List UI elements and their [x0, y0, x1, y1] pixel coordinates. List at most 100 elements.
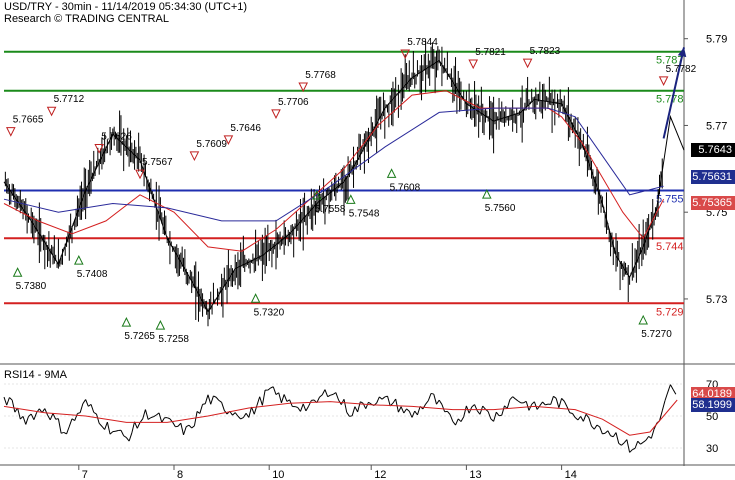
rsi-segment — [640, 441, 644, 445]
rsi-segment — [476, 410, 481, 415]
rsi-segment — [183, 426, 187, 436]
rsi-segment — [28, 413, 32, 417]
y-tick-label: 5.79 — [706, 34, 727, 46]
swing-low-marker — [311, 189, 322, 200]
rsi-ma-tag: 64.0189 — [691, 386, 735, 401]
swing-low-marker — [345, 194, 356, 204]
rsi-segment — [357, 401, 361, 413]
swing-low-label: 5.7558 — [315, 204, 346, 215]
rsi-segment — [667, 384, 671, 393]
rsi-segment — [650, 429, 655, 439]
rsi-segment — [479, 405, 484, 415]
rsi-segment — [411, 410, 416, 418]
rsi-segment — [60, 431, 64, 434]
swing-low-marker — [73, 254, 84, 265]
rsi-segment — [142, 409, 146, 419]
swing-low-label: 5.7270 — [641, 329, 672, 340]
swing-low-label: 5.7548 — [349, 208, 380, 219]
ma2-line — [3, 107, 664, 222]
rsi-segment — [525, 401, 530, 411]
swing-low-marker — [121, 317, 132, 327]
rsi-segment — [659, 410, 663, 421]
rsi-segment — [376, 396, 380, 404]
rsi-segment — [596, 424, 600, 428]
rsi-segment — [193, 411, 198, 426]
rsi-segment — [558, 398, 563, 408]
swing-high-marker — [94, 144, 105, 154]
rsi-segment — [346, 412, 350, 417]
rsi-segment — [416, 406, 421, 416]
rsi-segment — [545, 403, 549, 406]
rsi-segment — [509, 396, 514, 400]
swing-high-marker — [522, 58, 533, 69]
rsi-segment — [327, 394, 331, 398]
rsi-segment — [240, 417, 244, 420]
price-bars — [4, 40, 663, 327]
rsi-segment — [52, 413, 57, 420]
rsi-segment — [77, 412, 81, 414]
rsi-segment — [44, 408, 48, 416]
rsi-segment — [19, 416, 24, 420]
rsi-segment — [446, 411, 451, 415]
rsi-segment — [612, 432, 617, 438]
swing-high-marker — [135, 169, 145, 180]
x-tick-label: 13 — [469, 469, 481, 480]
rsi-segment — [256, 396, 261, 406]
rsi-segment — [131, 421, 136, 434]
rsi-segment — [542, 401, 546, 406]
rsi-segment — [490, 418, 494, 422]
price-line — [3, 59, 685, 314]
rsi-segment — [85, 399, 89, 407]
rsi-segment — [460, 416, 465, 422]
rsi-segment — [569, 412, 573, 414]
rsi-segment — [204, 394, 209, 404]
rsi-segment — [278, 392, 282, 404]
rsi-segment — [400, 406, 405, 414]
rsi-segment — [593, 424, 598, 430]
rsi-segment — [493, 412, 497, 422]
rsi-segment — [403, 408, 407, 414]
swing-high-label: 5.7665 — [13, 115, 44, 126]
rsi-segment — [365, 402, 369, 409]
rsi-segment — [115, 430, 119, 432]
swing-high-marker — [223, 135, 234, 145]
forecast-arrow-shaft — [662, 47, 685, 139]
rsi-segment — [672, 389, 677, 395]
rsi-segment — [202, 403, 206, 405]
level-label: 5.744 — [656, 241, 684, 253]
rsi-segment — [340, 398, 345, 405]
rsi-segment — [68, 418, 73, 427]
forecast-arrow-head — [677, 47, 687, 58]
rsi-segment — [175, 425, 179, 428]
rsi-segment — [98, 422, 103, 427]
rsi-segment — [237, 415, 242, 420]
swing-high-label: 5.7567 — [142, 157, 173, 168]
rsi-segment — [294, 406, 298, 408]
rsi-segment — [82, 399, 87, 404]
rsi-segment — [215, 396, 220, 401]
swing-high-label: 5.7782 — [666, 64, 697, 75]
rsi-segment — [259, 396, 263, 406]
rsi-segment — [319, 394, 323, 398]
rsi-segment — [629, 449, 633, 453]
rsi-ma-line — [3, 399, 678, 436]
rsi-segment — [221, 402, 225, 411]
rsi-segment — [63, 431, 67, 435]
rsi-segment — [604, 430, 609, 434]
rsi-segment — [539, 401, 543, 406]
rsi-segment — [177, 422, 182, 427]
rsi-segment — [128, 432, 133, 442]
rsi-segment — [66, 426, 70, 435]
rsi-segment — [632, 447, 636, 451]
rsi-segment — [618, 442, 622, 446]
rsi-value-tag: 58.1999 — [691, 398, 735, 413]
swing-high-marker — [658, 76, 669, 86]
rsi-segment — [471, 404, 475, 408]
swing-high-label: 5.7821 — [475, 47, 506, 58]
rsi-segment — [47, 414, 51, 421]
swing-low-label: 5.7265 — [124, 331, 155, 342]
swing-high-marker — [468, 59, 479, 70]
rsi-segment — [308, 400, 312, 407]
rsi-tick-label: 50 — [706, 411, 718, 423]
